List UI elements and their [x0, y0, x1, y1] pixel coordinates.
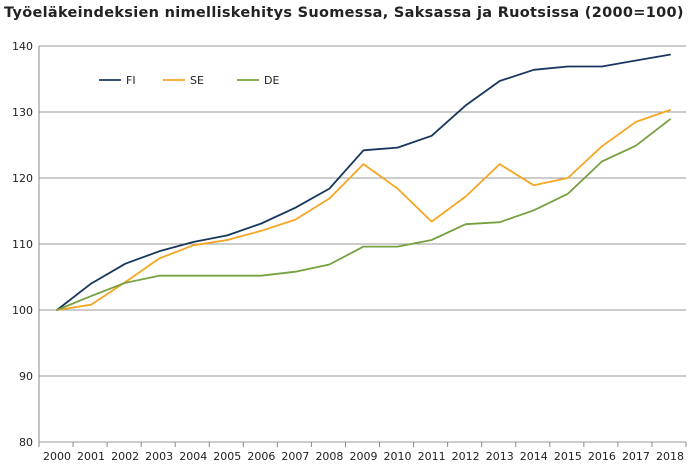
x-tick-label: 2002 — [111, 450, 139, 463]
y-tick-label: 90 — [19, 370, 33, 383]
y-axis-ticks: 80 90 100 110 120 130 140 — [12, 40, 33, 449]
series-line-fi — [56, 53, 671, 311]
legend: FI SE DE — [99, 74, 279, 87]
x-tick-label: 2018 — [656, 450, 684, 463]
x-tick-label: 2015 — [554, 450, 582, 463]
x-tick-label: 2003 — [145, 450, 173, 463]
legend-item-fi: FI — [99, 74, 136, 87]
y-tick-label: 80 — [19, 436, 33, 449]
x-tick-label: 2010 — [384, 450, 412, 463]
legend-item-se: SE — [163, 74, 204, 87]
x-tick-label: 2006 — [247, 450, 275, 463]
chart-title: Työeläkeindeksien nimelliskehitys Suomes… — [4, 5, 684, 21]
y-tick-label: 130 — [12, 106, 33, 119]
x-tick-label: 2013 — [486, 450, 514, 463]
x-tick-label: 2001 — [77, 450, 105, 463]
y-tick-label: 140 — [12, 40, 33, 53]
legend-item-de: DE — [237, 74, 279, 87]
x-tick-label: 2012 — [452, 450, 480, 463]
legend-label: FI — [126, 74, 136, 87]
x-tick-label: 2009 — [350, 450, 378, 463]
x-tick-label: 2017 — [622, 450, 650, 463]
x-tick-label: 2011 — [418, 450, 446, 463]
legend-label: DE — [264, 74, 279, 87]
x-tick-label: 2014 — [520, 450, 548, 463]
x-tick-label: 2016 — [588, 450, 616, 463]
legend-label: SE — [190, 74, 204, 87]
series-line-se — [56, 109, 671, 311]
y-tick-label: 110 — [12, 238, 33, 251]
x-axis-ticks: 2000 2001 2002 2003 2004 2005 2006 2007 2008 2009… — [43, 450, 684, 463]
x-tick-label: 2004 — [179, 450, 207, 463]
series-line-de — [56, 118, 671, 311]
x-tick-label: 2008 — [315, 450, 343, 463]
x-tick-label: 2000 — [43, 450, 71, 463]
y-tick-label: 120 — [12, 172, 33, 185]
series-lines — [56, 53, 671, 311]
gridlines — [39, 45, 686, 443]
axes — [38, 46, 687, 447]
x-tick-label: 2005 — [213, 450, 241, 463]
y-tick-label: 100 — [12, 304, 33, 317]
x-tick-label: 2007 — [281, 450, 309, 463]
